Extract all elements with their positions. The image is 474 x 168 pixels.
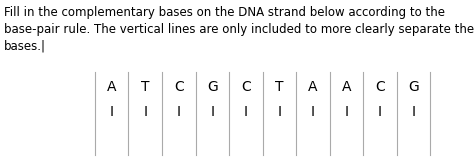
Text: I: I bbox=[378, 105, 382, 119]
Text: T: T bbox=[141, 80, 149, 94]
Text: I: I bbox=[110, 105, 114, 119]
Text: C: C bbox=[174, 80, 183, 94]
Text: C: C bbox=[241, 80, 251, 94]
Text: Fill in the complementary bases on the DNA strand below according to the
base-pa: Fill in the complementary bases on the D… bbox=[4, 6, 474, 52]
Text: I: I bbox=[277, 105, 281, 119]
Text: A: A bbox=[107, 80, 117, 94]
Text: A: A bbox=[308, 80, 318, 94]
Text: G: G bbox=[408, 80, 419, 94]
Text: I: I bbox=[411, 105, 415, 119]
Text: I: I bbox=[143, 105, 147, 119]
Text: G: G bbox=[207, 80, 218, 94]
Text: I: I bbox=[344, 105, 348, 119]
Text: I: I bbox=[244, 105, 248, 119]
Text: I: I bbox=[177, 105, 181, 119]
Text: A: A bbox=[341, 80, 351, 94]
Text: I: I bbox=[210, 105, 214, 119]
Text: C: C bbox=[375, 80, 384, 94]
Text: T: T bbox=[275, 80, 283, 94]
Text: I: I bbox=[311, 105, 315, 119]
